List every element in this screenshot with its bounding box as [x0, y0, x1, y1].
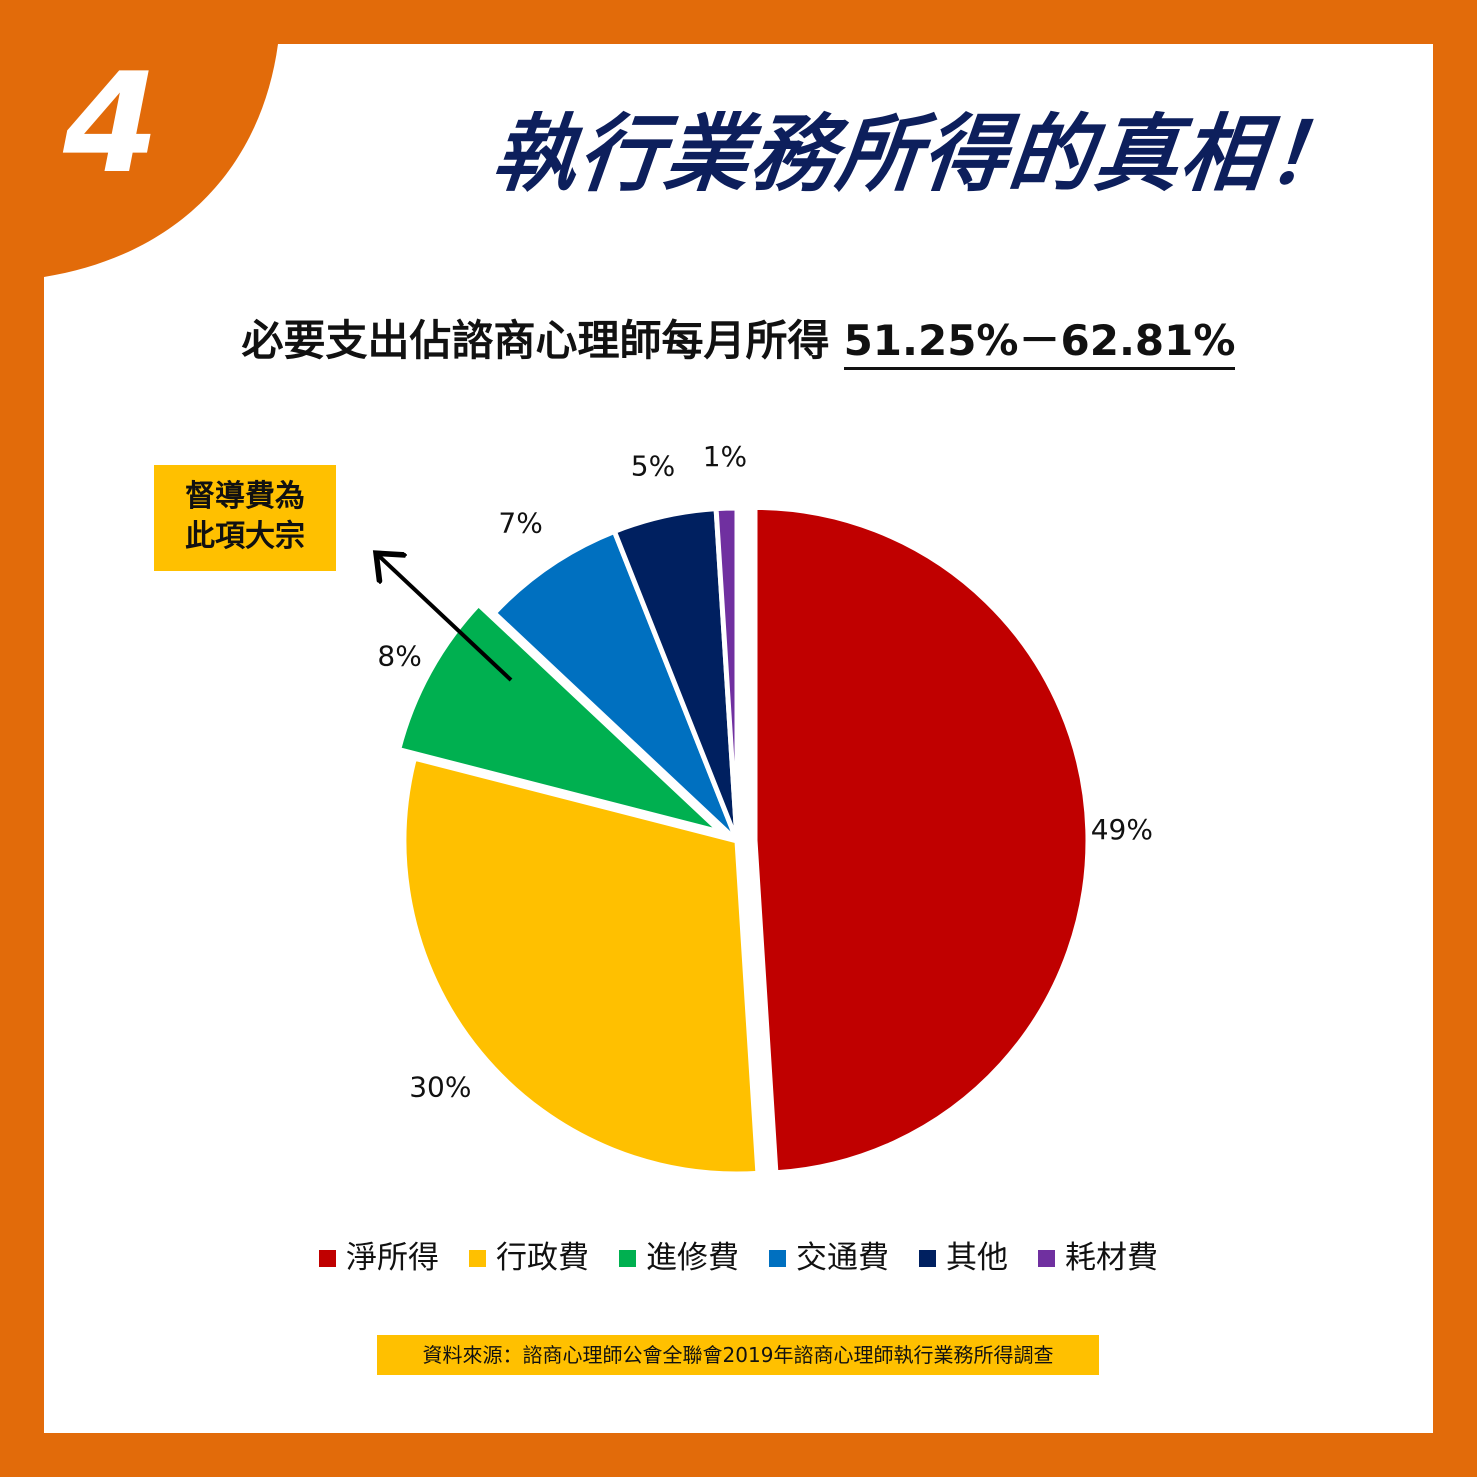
badge-number: 4 — [62, 44, 160, 204]
callout-arrow — [379, 556, 513, 682]
pie-chart: 49% 30% 8% 7% 5% 1% — [44, 440, 1153, 1177]
pie-data-label-5: 1% — [703, 440, 747, 473]
legend-label-4: 其他 — [946, 1240, 1008, 1276]
legend-swatch-5 — [1038, 1249, 1055, 1267]
corner-badge-shape — [44, 44, 278, 277]
legend-swatch-0 — [319, 1249, 336, 1267]
callout-line-1: 督導費為 — [185, 479, 305, 514]
pie-data-label-4: 5% — [631, 449, 675, 482]
pie-slice-3 — [490, 528, 740, 843]
pie-data-label-1: 30% — [409, 1070, 471, 1103]
subtitle-range: 51.25%－62.81% — [843, 316, 1236, 370]
legend-swatch-1 — [469, 1249, 486, 1267]
pie-slices — [395, 504, 1091, 1177]
pie-slice-5 — [713, 505, 740, 842]
legend-label-1: 行政費 — [496, 1240, 589, 1276]
legend-item-4: 其他 — [919, 1236, 1008, 1280]
callout-box: 督導費為 此項大宗 — [154, 465, 336, 571]
chart-legend: 淨所得 行政費 進修費 交通費 其他 耗材費 — [44, 1236, 1433, 1280]
callout-line-2: 此項大宗 — [185, 519, 305, 554]
subtitle-text: 必要支出佔諮商心理師每月所得 — [241, 316, 830, 365]
pie-slice-1 — [401, 755, 761, 1177]
pie-slice-2 — [395, 600, 723, 835]
legend-swatch-4 — [919, 1249, 936, 1267]
legend-swatch-2 — [619, 1249, 636, 1267]
corner-badge — [44, 44, 278, 277]
legend-item-0: 淨所得 — [319, 1236, 439, 1280]
legend-label-3: 交通費 — [796, 1240, 889, 1276]
pie-labels: 49% 30% 8% 7% 5% 1% — [377, 440, 1153, 1103]
legend-item-1: 行政費 — [469, 1236, 589, 1280]
legend-item-2: 進修費 — [619, 1236, 739, 1280]
pie-data-label-3: 7% — [498, 507, 542, 540]
legend-label-5: 耗材費 — [1065, 1240, 1158, 1276]
legend-label-0: 淨所得 — [346, 1240, 439, 1276]
content-panel: 4 執行業務所得的真相！ 必要支出佔諮商心理師每月所得 51.25%－62.81%… — [44, 44, 1433, 1433]
legend-item-3: 交通費 — [769, 1236, 889, 1280]
legend-label-2: 進修費 — [646, 1240, 739, 1276]
legend-item-5: 耗材費 — [1038, 1236, 1158, 1280]
legend-swatch-3 — [769, 1249, 786, 1267]
source-note: 資料來源：諮商心理師公會全聯會2019年諮商心理師執行業務所得調查 — [377, 1335, 1099, 1375]
pie-data-label-2: 8% — [377, 640, 421, 673]
chart-subtitle: 必要支出佔諮商心理師每月所得 51.25%－62.81% — [44, 306, 1433, 376]
pie-slice-0 — [752, 504, 1091, 1176]
pie-data-label-0: 49% — [1091, 813, 1153, 846]
